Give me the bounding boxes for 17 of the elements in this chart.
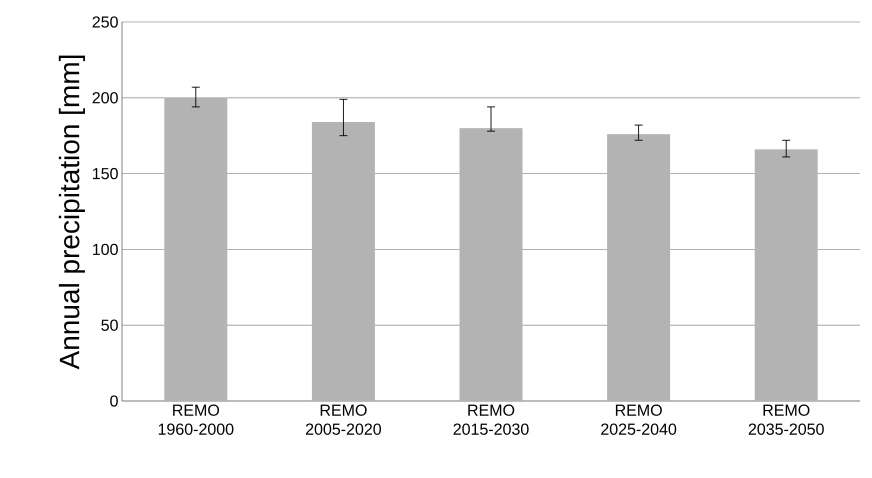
bar	[607, 134, 670, 401]
x-tick-label: REMO 2005-2020	[306, 404, 382, 435]
y-tick-label: 200	[92, 92, 118, 104]
y-tick-label: 250	[92, 16, 118, 28]
x-tick-label: REMO 2035-2050	[748, 404, 824, 435]
bar	[460, 128, 522, 401]
y-tick-label: 150	[93, 168, 118, 180]
y-axis-title: Annual precipitation [mm]	[58, 56, 85, 370]
bar	[164, 98, 228, 401]
y-tick-label: 0	[110, 395, 118, 407]
bar	[754, 149, 818, 401]
x-tick-label: REMO 2025-2040	[601, 404, 676, 435]
bar	[312, 122, 375, 401]
x-tick-label: REMO 2015-2030	[454, 404, 529, 435]
y-tick-label: 100	[93, 244, 118, 256]
y-tick-label: 50	[101, 320, 118, 331]
x-tick-label: REMO 1960-2000	[158, 404, 234, 435]
